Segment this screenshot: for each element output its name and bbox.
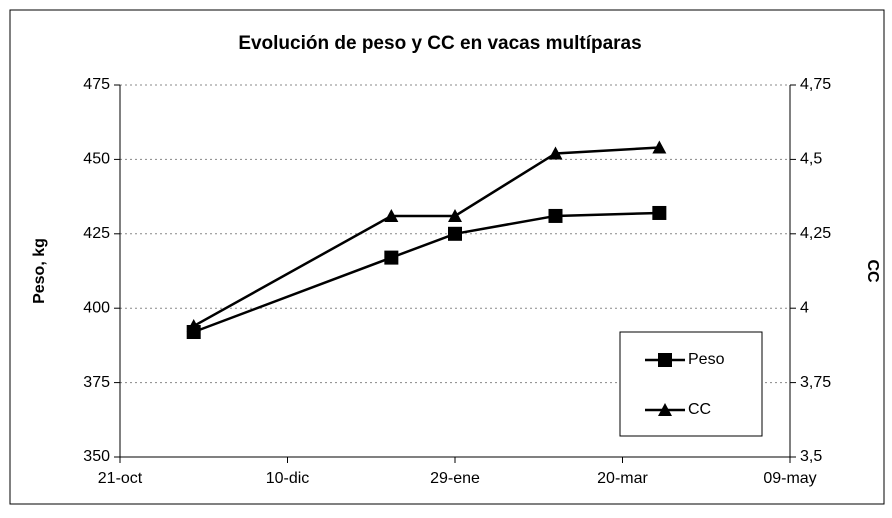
y2-tick-label: 4,25 [800,225,831,242]
x-tick-label: 29-ene [430,470,480,487]
y2-tick-label: 4,5 [800,151,822,168]
y-tick-label: 375 [83,374,110,391]
y2-tick-label: 4,75 [800,76,831,93]
triangle-marker [186,319,201,333]
x-tick-label: 21-oct [98,470,143,487]
y-tick-label: 425 [83,225,110,242]
y-axis-title: Peso, kg [31,238,48,304]
y-tick-label: 475 [83,76,110,93]
y-tick-label: 450 [83,151,110,168]
y-tick-label: 400 [83,299,110,316]
triangle-marker [652,140,667,154]
square-marker [658,353,672,367]
triangle-marker [384,208,399,222]
triangle-marker [658,403,672,416]
legend-label: Peso [688,351,725,368]
x-tick-label: 09-may [763,470,816,487]
y2-tick-label: 3,75 [800,374,831,391]
square-marker [384,250,399,265]
chart-title: Evolución de peso y CC en vacas multípar… [238,33,641,54]
legend-label: CC [688,401,711,418]
triangle-marker [548,146,563,160]
y2-axis-title: CC [864,259,881,283]
y-tick-label: 350 [83,448,110,465]
legend-box [619,331,763,437]
square-marker [548,208,563,223]
x-tick-label: 10-dic [266,470,310,487]
square-marker [448,226,462,241]
x-tick-label: 20-mar [597,470,648,487]
square-marker [652,205,667,220]
y2-tick-label: 4 [800,299,809,316]
y2-tick-label: 3,5 [800,448,822,465]
triangle-marker [448,208,462,222]
